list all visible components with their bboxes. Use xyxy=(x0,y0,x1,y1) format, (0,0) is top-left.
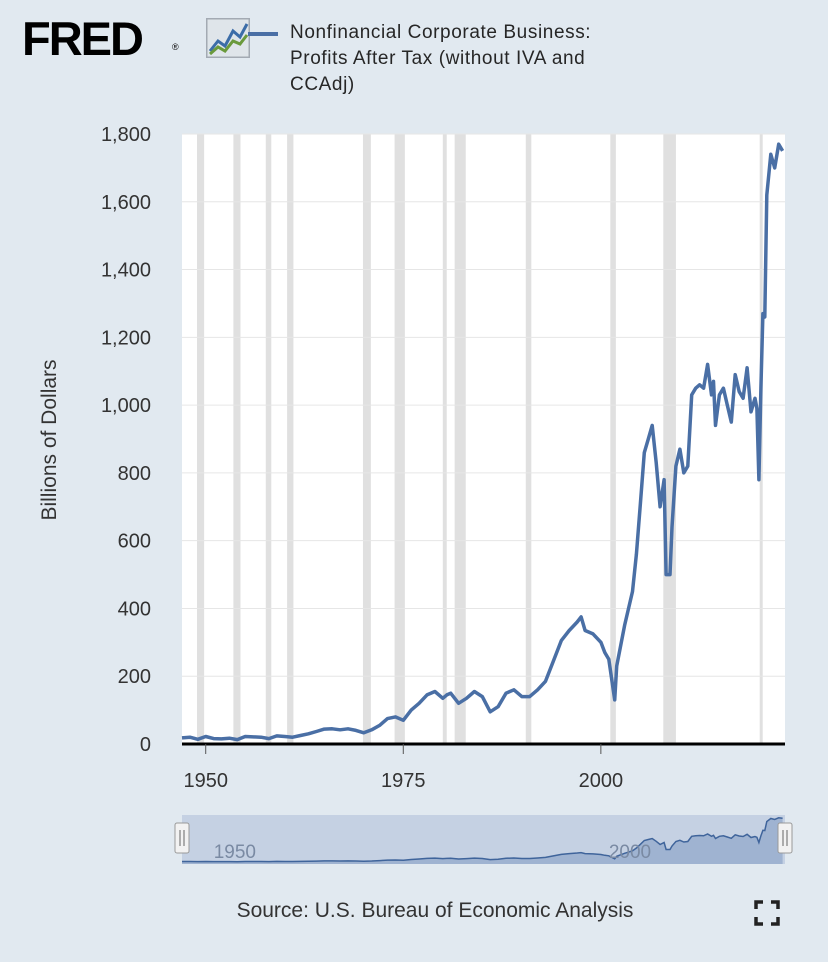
plot-area xyxy=(182,134,785,744)
line-chart: 0 200 400 600 800 1,000 1,200 1,400 1,600 1,800 1… xyxy=(38,124,793,864)
range-handle-icon[interactable] xyxy=(174,822,190,854)
recession-band xyxy=(287,134,294,744)
range-handle-icon[interactable] xyxy=(777,822,793,854)
y-tick-label: 1,400 xyxy=(101,260,151,282)
recession-band xyxy=(454,134,466,744)
y-tick-label: 1,200 xyxy=(101,327,151,349)
y-tick-label: 1,800 xyxy=(101,124,151,146)
recession-band xyxy=(265,134,272,744)
registered-mark: ® xyxy=(172,42,179,52)
y-axis-label: Billions of Dollars xyxy=(38,359,61,520)
legend-swatch xyxy=(248,32,278,36)
source-note: Source: U.S. Bureau of Economic Analysis xyxy=(236,899,634,922)
navigator-tick-label: 1950 xyxy=(214,842,256,863)
chart-header: FRED ® Nonfinancial Corporate Business: … xyxy=(0,0,828,110)
y-tick-label: 200 xyxy=(118,666,151,688)
fred-logo-text: FRED xyxy=(22,12,144,65)
fred-logo[interactable]: FRED ® xyxy=(22,12,250,65)
y-tick-label: 1,000 xyxy=(101,395,151,417)
x-tick-label: 1950 xyxy=(183,770,228,792)
recession-band xyxy=(233,134,241,744)
recession-band xyxy=(610,134,616,744)
recession-band xyxy=(197,134,205,744)
x-tick-label: 2000 xyxy=(579,770,624,792)
series-legend-label: Nonfinancial Corporate Business: Profits… xyxy=(290,22,592,95)
x-tick-label: 1975 xyxy=(381,770,426,792)
fred-chart-icon xyxy=(206,18,250,58)
series-line[interactable] xyxy=(181,142,785,742)
navigator-area xyxy=(182,817,783,864)
y-tick-label: 800 xyxy=(118,463,151,485)
recession-band xyxy=(663,134,676,744)
recession-band xyxy=(394,134,405,744)
recession-band xyxy=(525,134,532,744)
navigator-tick-label: 2000 xyxy=(609,842,651,863)
navigator-series xyxy=(182,817,783,863)
recession-band xyxy=(442,134,447,744)
fullscreen-icon[interactable] xyxy=(754,900,780,926)
recession-band xyxy=(362,134,371,744)
y-tick-label: 0 xyxy=(140,734,151,756)
y-tick-label: 400 xyxy=(118,598,151,620)
y-tick-label: 1,600 xyxy=(101,192,151,214)
y-tick-label: 600 xyxy=(118,531,151,553)
